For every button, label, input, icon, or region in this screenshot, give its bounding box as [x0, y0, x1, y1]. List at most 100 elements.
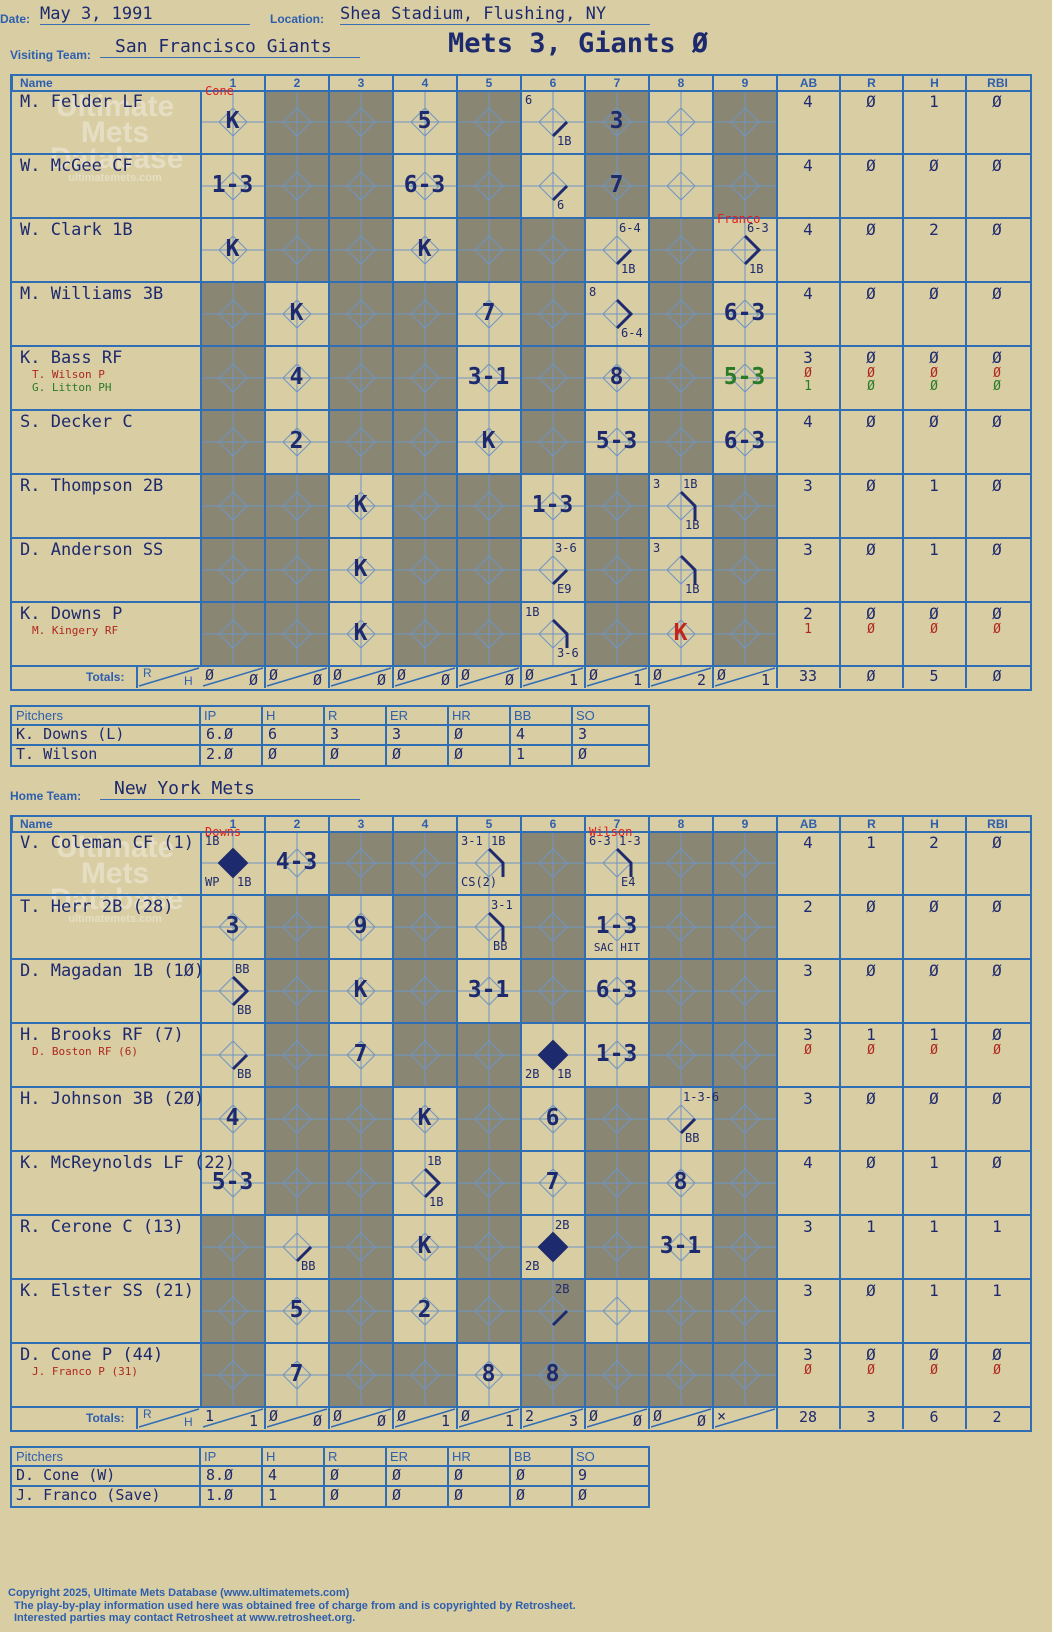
play-result: 1-3: [531, 492, 574, 518]
pitcher-col-header: R: [328, 708, 338, 723]
base-diamond: [393, 831, 457, 895]
base-diamond: [457, 154, 521, 218]
batter-stat: Ø: [992, 961, 1002, 980]
batter-stat: 1: [929, 1217, 939, 1236]
play-note: WP: [205, 875, 220, 889]
base-diamond: [713, 1151, 777, 1215]
pitcher-name: J. Franco (Save): [16, 1486, 161, 1504]
base-diamond: [649, 346, 713, 410]
stat-header: RBI: [987, 76, 1008, 90]
watermark-text: Ultimate: [55, 90, 175, 123]
batter-name: M. Felder LF: [20, 92, 143, 112]
inning-runs-total: Ø: [589, 666, 599, 684]
base-diamond: [521, 959, 585, 1023]
totals-slash: [650, 667, 712, 687]
base-diamond: [521, 90, 585, 154]
base-diamond: [457, 959, 521, 1023]
pitcher-col-header: Pitchers: [16, 708, 63, 723]
play-result: K: [289, 300, 304, 326]
inning-hits-total: Ø: [697, 1412, 707, 1430]
batter-stat: Ø: [992, 1025, 1002, 1044]
pitcher-col-divider: [261, 1448, 263, 1506]
play-note: 6-4: [621, 326, 643, 340]
play-result: K: [353, 492, 368, 518]
base-diamond: [393, 959, 457, 1023]
batter-stat: 4: [803, 1153, 813, 1172]
inning-runs-total: 1: [205, 1407, 215, 1425]
base-diamond: [329, 90, 393, 154]
base-diamond: [393, 346, 457, 410]
play-note: 6-3: [747, 221, 769, 235]
game-result: Mets 3, Giants Ø: [448, 28, 709, 59]
play-result: 1-3: [211, 172, 254, 198]
play-note: 1B: [205, 834, 220, 848]
batter-name: M. Williams 3B: [20, 284, 164, 304]
substitute-stat: Ø: [930, 366, 938, 381]
base-diamond: [649, 895, 713, 959]
base-diamond: [393, 602, 457, 666]
pitcher-row-divider: [12, 1485, 648, 1487]
batter-name: K. McReynolds LF (22): [20, 1153, 235, 1173]
base-diamond: [201, 1343, 265, 1407]
base-diamond: [201, 1151, 265, 1215]
inning-divider: [456, 817, 458, 1429]
inning-header: 3: [357, 817, 365, 831]
inning-hits-total: 2: [697, 671, 707, 689]
play-note: 3: [653, 541, 661, 555]
pitcher-stat: 6.Ø: [206, 725, 234, 743]
inning-runs-total: Ø: [653, 1407, 663, 1425]
pitcher-col-divider: [571, 1448, 573, 1506]
pitcher-stat: 3: [578, 725, 588, 743]
play-note: 2B: [525, 1067, 540, 1081]
batter-name: H. Johnson 3B (2Ø): [20, 1089, 205, 1109]
totals-slash: [586, 667, 648, 687]
base-diamond: [521, 1087, 585, 1151]
pitcher-col-header: ER: [390, 708, 409, 723]
batter-name: W. McGee CF: [20, 156, 133, 176]
inning-hits-total: 1: [569, 671, 579, 689]
play-note: E4: [621, 875, 636, 889]
stat-header: R: [867, 817, 876, 831]
batter-stat: Ø: [866, 412, 876, 431]
base-diamond: [457, 282, 521, 346]
play-note: 6-4: [619, 221, 641, 235]
base-diamond: [329, 346, 393, 410]
batter-stat: Ø: [866, 604, 876, 623]
batter-stat: Ø: [992, 604, 1002, 623]
play-result: 7: [609, 172, 624, 198]
play-result: 4: [225, 1105, 240, 1131]
base-diamond: [201, 602, 265, 666]
base-diamond: [649, 1343, 713, 1407]
base-diamond: [649, 1215, 713, 1279]
column-header-name: Name: [20, 817, 53, 831]
batter-stat: 1: [929, 1281, 939, 1300]
inning-runs-total: ×: [717, 1407, 727, 1425]
inning-runs-total: Ø: [397, 666, 407, 684]
batter-name: K. Elster SS (21): [20, 1281, 194, 1301]
base-diamond: [393, 1087, 457, 1151]
inning-header: 2: [293, 817, 301, 831]
inning-hits-total: Ø: [249, 671, 259, 689]
totals-slash: [714, 667, 776, 687]
base-diamond: [265, 1023, 329, 1087]
play-note: 8: [589, 285, 597, 299]
inning-header: 9: [741, 76, 749, 90]
pitcher-col-divider: [509, 1448, 511, 1506]
batter-stat: Ø: [992, 220, 1002, 239]
batter-name: W. Clark 1B: [20, 220, 133, 240]
play-result: 5: [289, 1297, 304, 1323]
batter-name: K. Downs P: [20, 604, 123, 624]
watermark-logo: Ultimate Mets Database ultimatemets.com: [50, 833, 183, 926]
totals-slash: [458, 667, 520, 687]
substitute-stat: Ø: [930, 622, 938, 637]
totals-divider: [136, 1407, 138, 1429]
play-note: 1B: [685, 518, 700, 532]
play-note: 1B: [429, 1195, 444, 1209]
base-diamond: [585, 474, 649, 538]
base-diamond: [521, 538, 585, 602]
inning-divider: [776, 817, 778, 1429]
base-diamond: [713, 1343, 777, 1407]
date-label: Date:: [0, 12, 31, 26]
play-note: BB: [301, 1259, 316, 1273]
base-diamond: [265, 346, 329, 410]
